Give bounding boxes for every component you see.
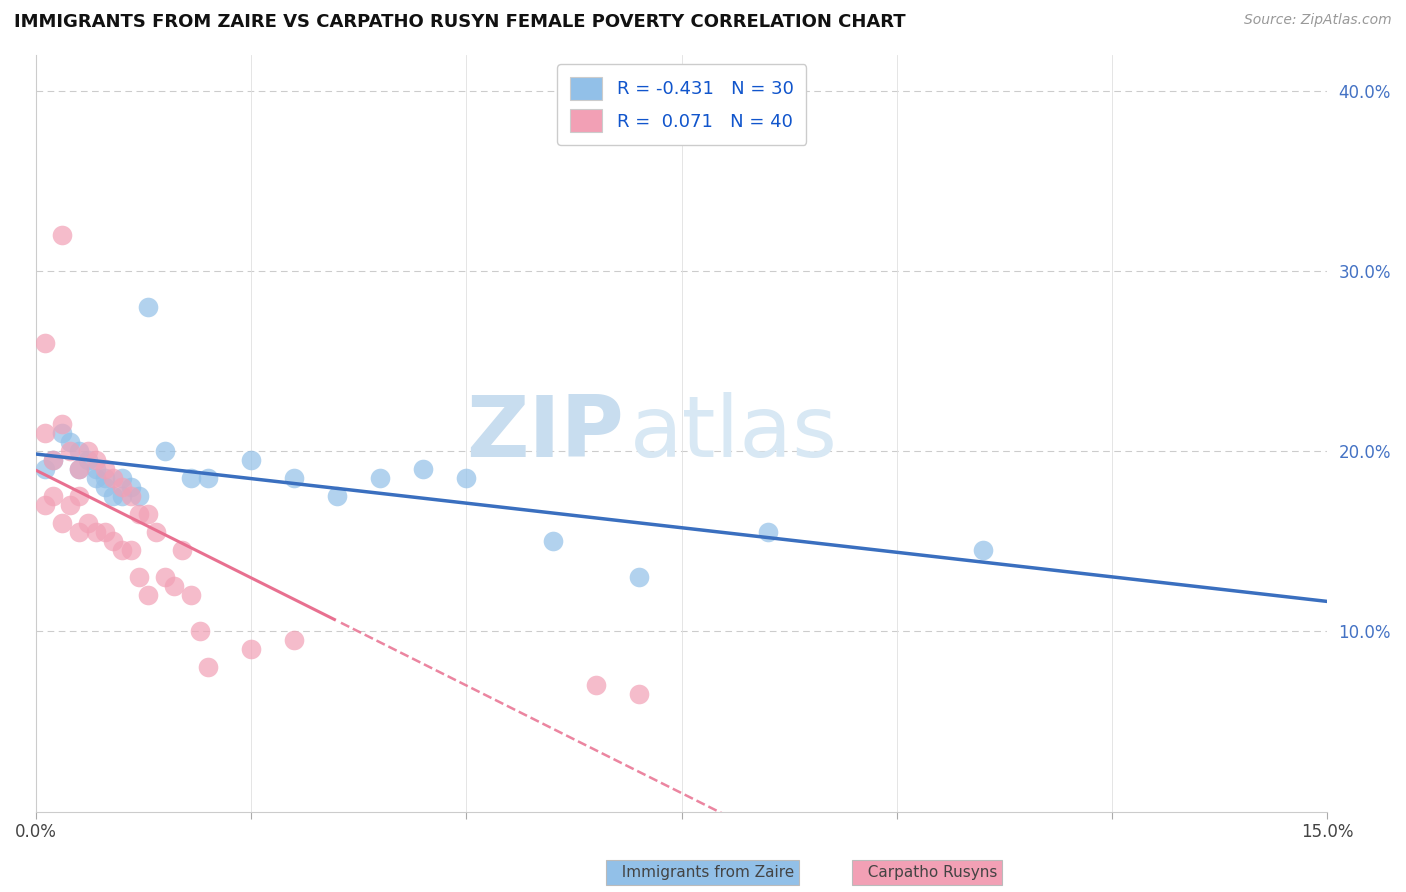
Point (103, 471, 125, 485)
Text: Carpatho Rusyns: Carpatho Rusyns (858, 865, 997, 880)
Point (59, 444, 82, 458)
Point (103, 489, 125, 503)
Point (111, 489, 134, 503)
Point (283, 633, 305, 648)
Point (120, 489, 142, 503)
Point (326, 489, 349, 503)
Point (136, 508, 159, 522)
Point (180, 471, 202, 485)
Point (585, 678, 607, 692)
Point (42, 453, 65, 467)
Point (145, 525, 167, 540)
Point (42, 489, 65, 503)
Point (172, 543, 194, 558)
Point (240, 642, 263, 657)
Point (456, 471, 478, 485)
Point (136, 300, 159, 314)
Point (51, 417, 73, 432)
Point (128, 489, 150, 503)
Text: ZIP: ZIP (465, 392, 623, 475)
Point (84, 462, 107, 476)
Point (111, 471, 134, 485)
Point (197, 471, 219, 485)
Point (627, 570, 650, 584)
Point (67, 489, 90, 503)
Point (84, 471, 107, 485)
Point (94, 480, 117, 494)
Point (370, 471, 392, 485)
Point (163, 579, 186, 593)
Point (67, 462, 90, 476)
Point (34, 499, 56, 513)
Point (51, 516, 73, 531)
Point (153, 570, 176, 584)
Point (67, 525, 90, 540)
Text: Source: ZipAtlas.com: Source: ZipAtlas.com (1244, 13, 1392, 28)
Point (412, 462, 434, 476)
Point (67, 444, 90, 458)
Point (42, 453, 65, 467)
Text: Immigrants from Zaire: Immigrants from Zaire (612, 865, 794, 880)
Point (59, 435, 82, 450)
Point (94, 462, 117, 476)
Point (197, 660, 219, 674)
Point (240, 453, 263, 467)
Text: IMMIGRANTS FROM ZAIRE VS CARPATHO RUSYN FEMALE POVERTY CORRELATION CHART: IMMIGRANTS FROM ZAIRE VS CARPATHO RUSYN … (14, 13, 905, 31)
Point (120, 543, 142, 558)
Point (188, 624, 211, 639)
Point (51, 228, 73, 243)
Point (34, 426, 56, 441)
Point (34, 336, 56, 351)
Point (76, 516, 98, 531)
Point (283, 471, 305, 485)
Point (51, 426, 73, 441)
Point (756, 525, 779, 540)
Point (67, 462, 90, 476)
Point (153, 444, 176, 458)
Point (111, 543, 134, 558)
Point (76, 453, 98, 467)
Point (84, 525, 107, 540)
Point (128, 508, 150, 522)
Text: atlas: atlas (630, 392, 838, 475)
Legend: R = -0.431   N = 30, R =  0.071   N = 40: R = -0.431 N = 30, R = 0.071 N = 40 (557, 64, 806, 145)
Point (76, 444, 98, 458)
Point (120, 480, 142, 494)
Point (34, 462, 56, 476)
Point (94, 525, 117, 540)
Point (972, 543, 994, 558)
Point (84, 453, 107, 467)
Point (627, 688, 650, 702)
Point (541, 534, 564, 549)
Point (103, 534, 125, 549)
Point (180, 588, 202, 602)
Point (111, 480, 134, 494)
Point (59, 499, 82, 513)
Point (128, 570, 150, 584)
Point (136, 588, 159, 602)
Point (94, 471, 117, 485)
